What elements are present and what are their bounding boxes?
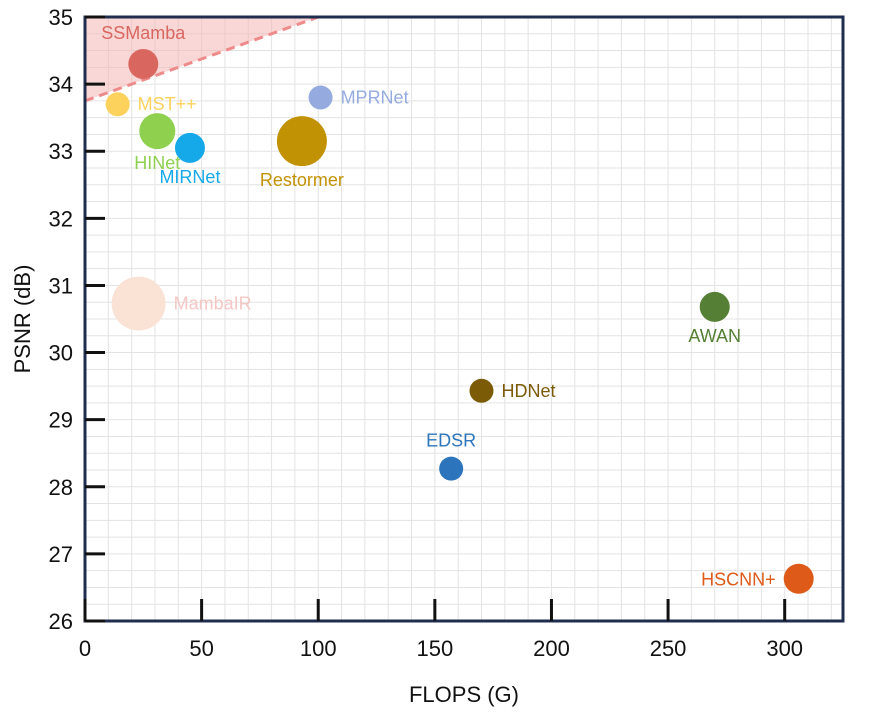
point-hscnn- [783, 563, 814, 594]
point-mprnet [308, 85, 333, 110]
x-tick-label: 300 [766, 636, 803, 661]
point-ssmamba [128, 48, 159, 79]
point-label: Restormer [260, 170, 344, 190]
y-tick-label: 31 [49, 273, 73, 298]
y-tick-label: 26 [49, 609, 73, 634]
point-label: HINet [134, 153, 180, 173]
point-label: HSCNN+ [701, 570, 776, 590]
data-points [105, 48, 814, 594]
x-tick-label: 50 [189, 636, 213, 661]
x-tick-label: 250 [650, 636, 687, 661]
point-label: HDNet [501, 381, 555, 401]
highlight-dashed-line [84, 15, 319, 103]
y-tick-label: 29 [49, 408, 73, 433]
x-axis-title: FLOPS (G) [409, 682, 519, 707]
y-tick-label: 27 [49, 542, 73, 567]
plot-frame [83, 15, 845, 623]
axis-ticks: 0 50 100 150 200 250 300 26 27 28 29 30 31 32 33 34 35 [49, 5, 804, 661]
grid [84, 16, 843, 622]
point-restormer [276, 116, 327, 167]
point-label: MIRNet [159, 167, 220, 187]
point-mirnet [174, 132, 205, 163]
y-axis-title: PSNR (dB) [10, 265, 35, 374]
point-label: MambaIR [174, 294, 252, 314]
x-tick-label: 0 [79, 636, 91, 661]
y-tick-label: 32 [49, 206, 73, 231]
highlight-region [84, 15, 319, 103]
x-tick-label: 150 [416, 636, 453, 661]
y-tick-label: 35 [49, 5, 73, 30]
point-label: SSMamba [101, 23, 186, 43]
point-mambair [111, 276, 166, 331]
x-tick-label: 100 [300, 636, 337, 661]
point-label: EDSR [426, 431, 476, 451]
point-mst- [105, 92, 130, 117]
y-tick-label: 28 [49, 475, 73, 500]
point-label: MST++ [138, 94, 197, 114]
x-tick-label: 200 [533, 636, 570, 661]
y-tick-label: 30 [49, 341, 73, 366]
point-awan [699, 291, 730, 322]
y-tick-label: 33 [49, 139, 73, 164]
point-label: AWAN [688, 326, 741, 346]
point-hinet [139, 113, 176, 150]
y-tick-label: 34 [49, 72, 73, 97]
point-label: MPRNet [341, 88, 409, 108]
point-hdnet [469, 378, 494, 403]
point-edsr [439, 456, 464, 481]
